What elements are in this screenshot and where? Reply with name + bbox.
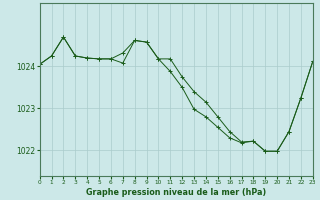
X-axis label: Graphe pression niveau de la mer (hPa): Graphe pression niveau de la mer (hPa) (86, 188, 266, 197)
